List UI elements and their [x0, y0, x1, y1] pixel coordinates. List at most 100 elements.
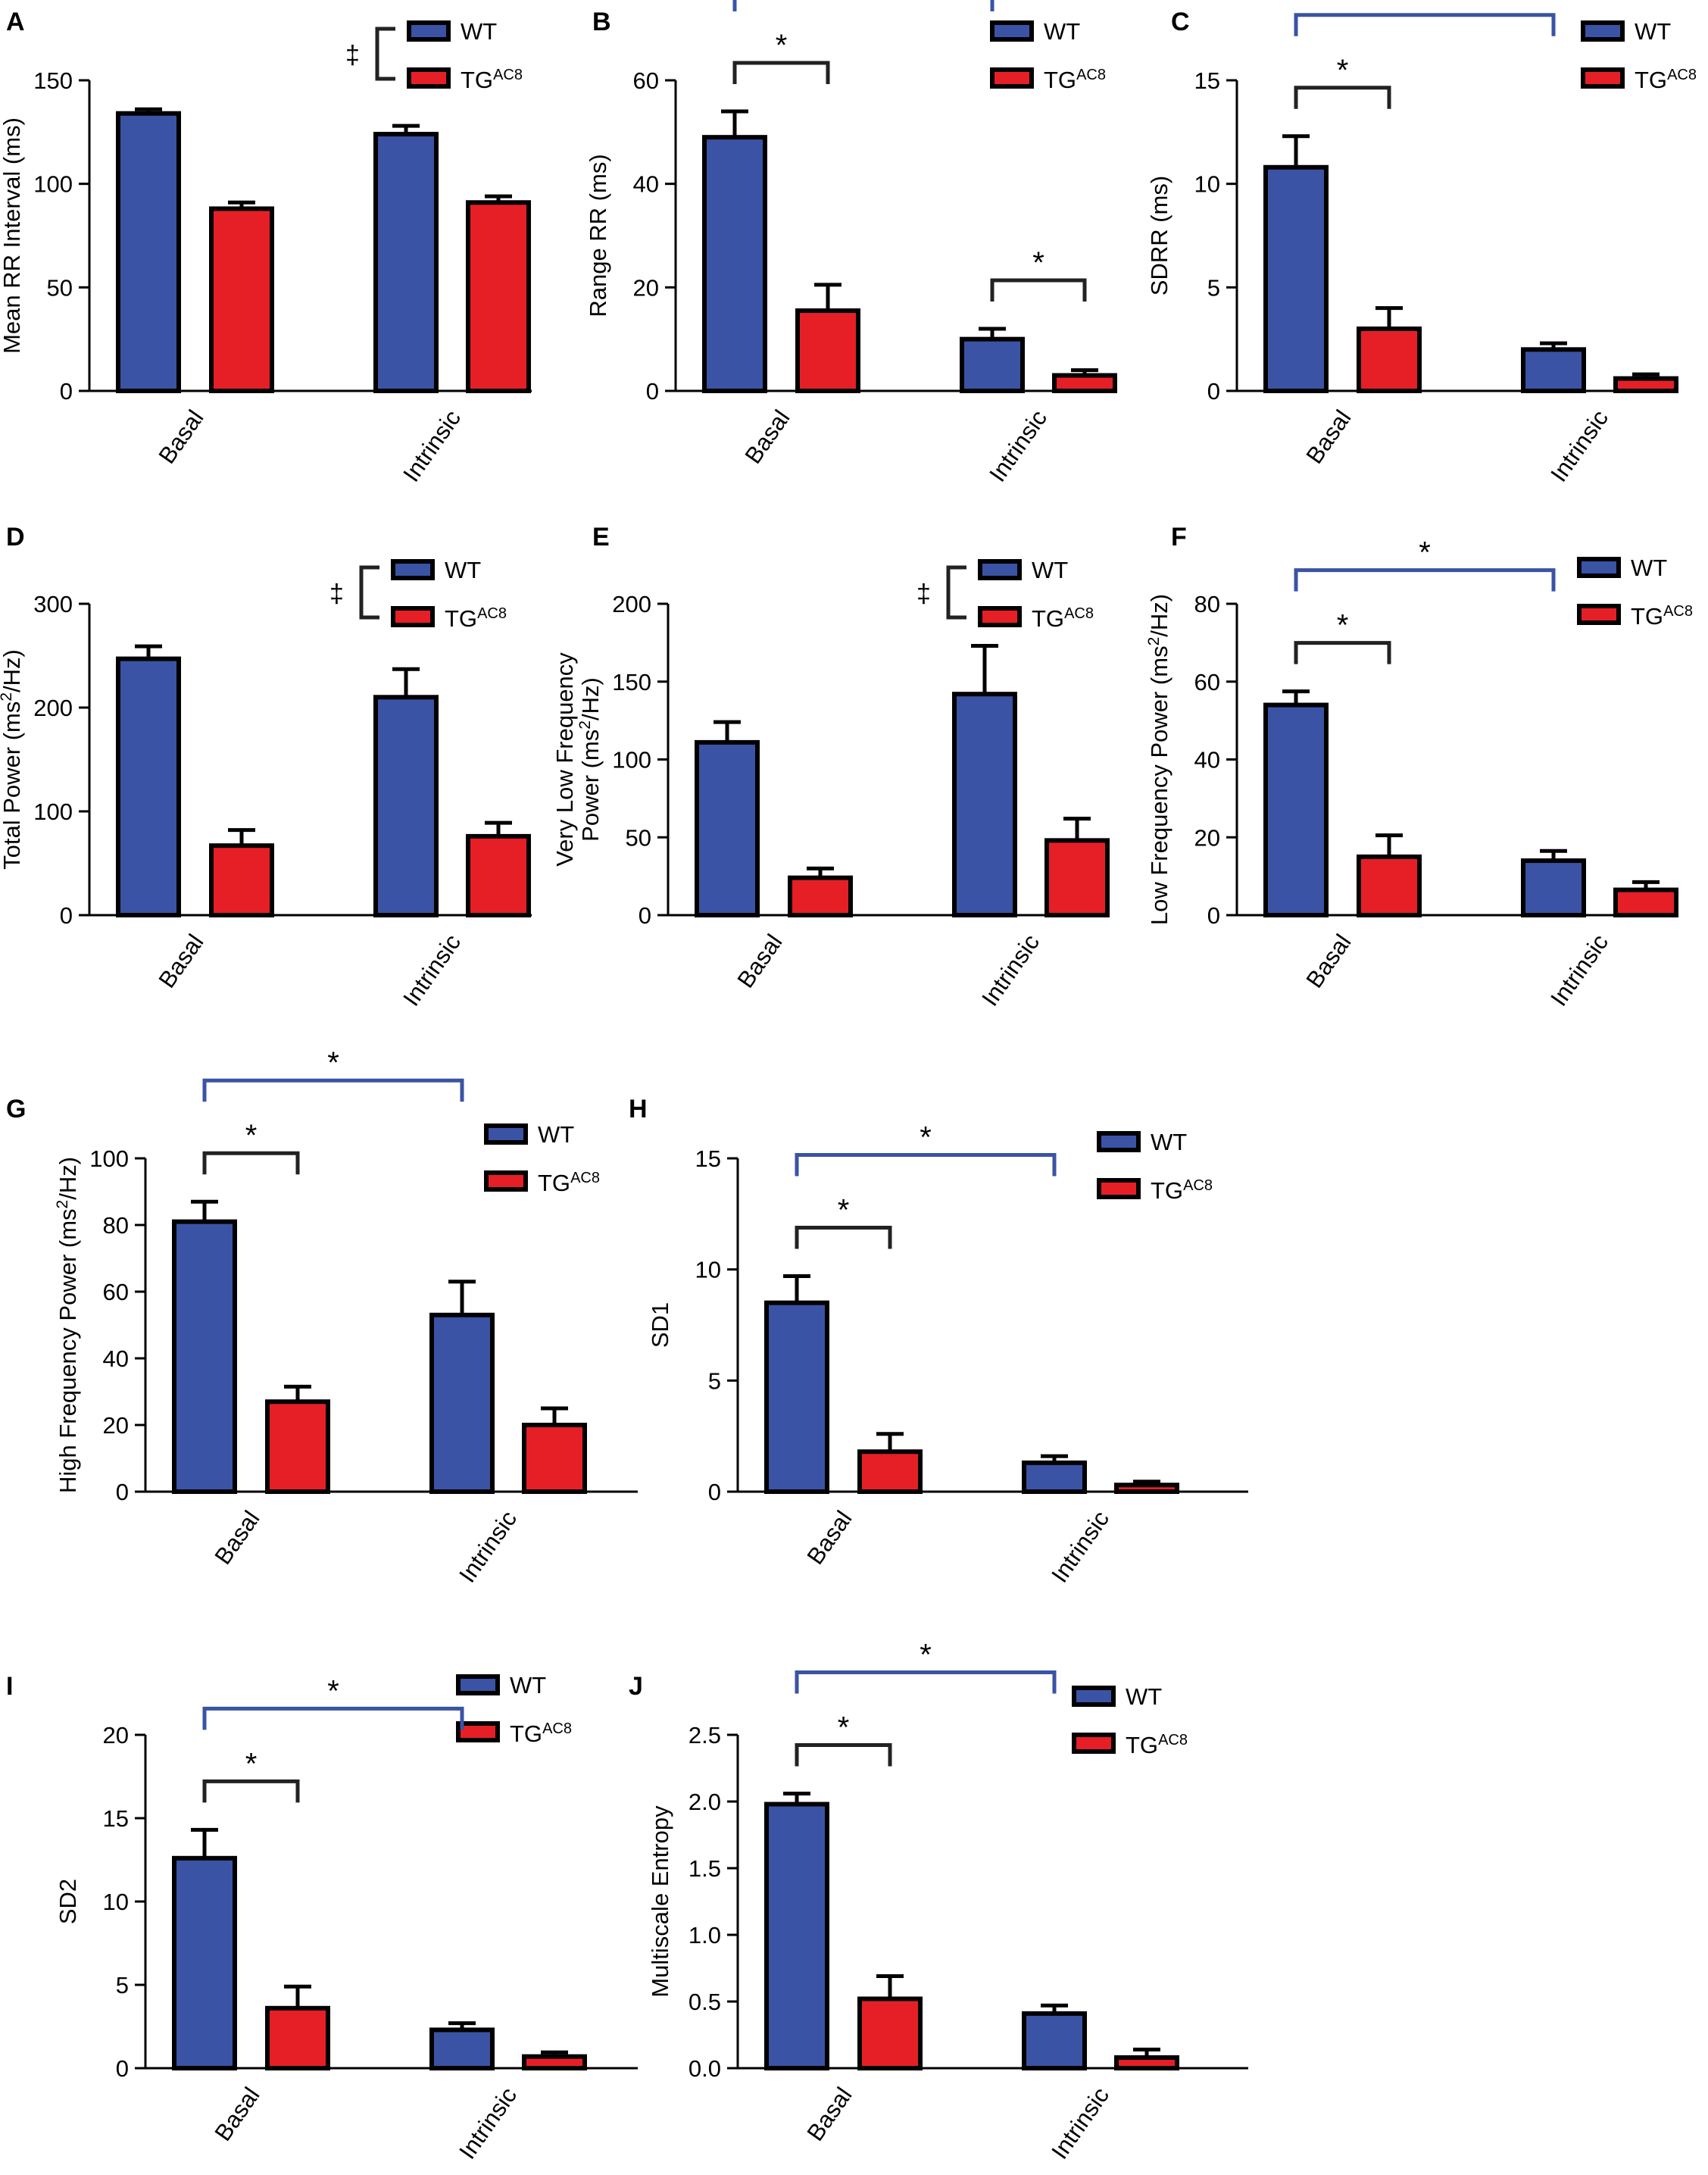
legend-label-wt: WT: [1044, 18, 1080, 45]
significance-star: *: [776, 29, 788, 62]
y-tick-label: 40: [1194, 747, 1220, 773]
panel-label: I: [6, 1672, 13, 1701]
bar-tg-intrinsic: [1114, 2055, 1179, 2070]
panel-label: D: [6, 523, 25, 552]
legend-label-wt: WT: [510, 1672, 546, 1698]
bar-tg-basal: [209, 206, 274, 394]
legend-swatch-tg: [1577, 604, 1621, 625]
y-tick-label: 0.5: [689, 1989, 721, 2015]
significance-star: *: [920, 1638, 932, 1671]
y-tick-label: 50: [47, 274, 73, 301]
panel-label: J: [629, 1672, 643, 1701]
significance-bracket: [1294, 568, 1556, 592]
y-tick-label: 60: [1194, 669, 1220, 695]
y-tick-label: 20: [103, 1722, 129, 1748]
legend-label-tg: TGAC8: [510, 1720, 572, 1747]
legend-label-tg: TGAC8: [461, 67, 523, 93]
significance-star: *: [327, 1674, 339, 1708]
legend-label-wt: WT: [461, 18, 497, 45]
bar-tg-intrinsic: [1613, 887, 1678, 917]
significance-star: *: [1032, 246, 1044, 280]
x-tick-label: Basal: [209, 1506, 264, 1570]
legend: WT TGAC8: [456, 1672, 572, 1747]
legend-swatch-wt: [990, 20, 1034, 42]
legend: WT TGAC8 ‡: [345, 18, 523, 93]
panel-j: J 0.0 0.5 1.0 1.5 2.0 2.5 Basal Intrinsic Multisc…: [629, 1638, 1248, 2164]
y-tick-label: 50: [626, 824, 651, 851]
y-tick-label: 100: [33, 171, 73, 198]
x-tick-label: Basal: [1301, 930, 1356, 993]
y-tick-label: 5: [708, 1367, 721, 1394]
bar-tg-basal: [795, 308, 860, 394]
x-tick-label: Basal: [1301, 405, 1356, 469]
legend-label-wt: WT: [1151, 1129, 1187, 1155]
panel-label: B: [592, 8, 611, 36]
legend-label-tg: TGAC8: [1044, 67, 1106, 93]
significance-star: *: [327, 1046, 339, 1080]
bar-wt-intrinsic: [1521, 347, 1586, 394]
y-tick-label: 20: [103, 1412, 129, 1439]
legend-swatch-wt: [978, 559, 1022, 580]
legend-swatch-wt: [407, 20, 451, 42]
legend-swatch-tg: [407, 67, 451, 89]
y-tick-label: 150: [33, 67, 73, 94]
legend-swatch-wt: [1581, 20, 1625, 42]
y-tick-label: 15: [695, 1145, 721, 1172]
legend-label-tg: TGAC8: [1635, 67, 1697, 93]
bar-wt-intrinsic: [373, 132, 439, 393]
significance-bracket: [990, 278, 1087, 302]
x-tick-label: Basal: [153, 405, 208, 469]
y-tick-label: 0: [1207, 902, 1220, 929]
y-tick-label: 1.0: [689, 1922, 721, 1948]
legend-swatch-wt: [1072, 1686, 1116, 1707]
legend-label-wt: WT: [1635, 18, 1671, 45]
significance-star: *: [838, 1193, 850, 1227]
legend-swatch-wt: [484, 1123, 528, 1145]
significance-bracket: [1294, 86, 1391, 109]
x-tick-label: Basal: [801, 1506, 857, 1570]
bar-wt-basal: [1263, 702, 1329, 917]
bar-tg-intrinsic: [522, 1423, 587, 1494]
y-tick-label: 100: [89, 1145, 129, 1172]
x-tick-label: Basal: [801, 2083, 857, 2146]
genotype-bracket: [946, 565, 966, 620]
genotype-bracket: [359, 565, 379, 620]
bar-wt-intrinsic: [960, 336, 1025, 393]
y-axis-label: SDRR (ms): [1146, 176, 1172, 295]
x-tick-label: Basal: [209, 2083, 264, 2146]
x-tick-label: Intrinsic: [398, 930, 466, 1011]
bar-wt-basal: [116, 656, 181, 917]
x-tick-label: Intrinsic: [454, 1506, 522, 1588]
panel-label: A: [6, 8, 25, 36]
legend-swatch-tg: [978, 606, 1022, 627]
x-tick-label: Intrinsic: [976, 930, 1044, 1011]
y-axis-label: SD2: [55, 1879, 81, 1924]
bar-tg-basal: [788, 875, 853, 918]
bar-wt-basal: [116, 111, 181, 393]
legend-swatch-wt: [1577, 557, 1621, 578]
y-tick-label: 15: [103, 1805, 129, 1832]
y-tick-label: 10: [695, 1257, 721, 1283]
bar-tg-intrinsic: [466, 200, 531, 393]
y-tick-label: 5: [116, 1972, 129, 1998]
y-tick-label: 0: [116, 1479, 129, 1505]
y-tick-label: 1.5: [689, 1855, 721, 1882]
legend-swatch-tg: [484, 1170, 528, 1192]
x-tick-label: Basal: [153, 930, 208, 993]
y-axis-label: Mean RR Interval (ms): [0, 117, 25, 354]
y-axis-label: SD1: [647, 1302, 673, 1348]
panel-f: F 0 20 40 60 80 Basal Intrinsic Low Frequency Po…: [1145, 523, 1693, 1011]
legend-label-tg: TGAC8: [538, 1170, 600, 1196]
panel-label: H: [629, 1095, 648, 1123]
y-tick-label: 100: [33, 798, 73, 825]
y-tick-label: 15: [1194, 67, 1220, 94]
legend-label-tg: TGAC8: [1032, 605, 1094, 632]
bar-wt-intrinsic: [429, 1312, 495, 1495]
y-tick-label: 150: [612, 669, 651, 695]
significance-bracket: [732, 0, 995, 11]
significance-star: *: [1337, 609, 1349, 642]
bar-wt-basal: [172, 1855, 237, 2071]
y-tick-label: 0: [639, 902, 651, 929]
y-axis-label: Total Power (ms2/Hz): [0, 649, 25, 870]
y-tick-label: 0: [708, 1479, 721, 1505]
